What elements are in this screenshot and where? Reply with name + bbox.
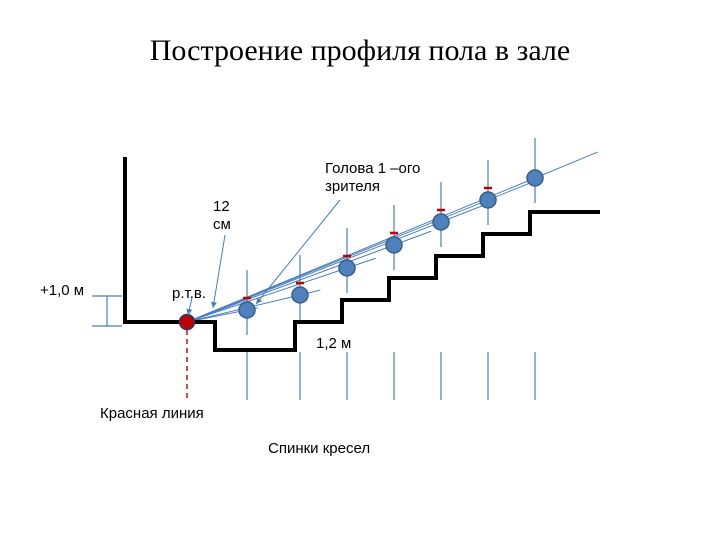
label-head-first-viewer: Голова 1 –ого зрителя bbox=[325, 160, 420, 196]
label-seat-backs: Спинки кресел bbox=[268, 440, 370, 458]
label-plus-one-m: +1,0 м bbox=[40, 282, 84, 300]
page-title: Построение профиля пола в зале bbox=[0, 34, 720, 68]
label-red-line: Красная линия bbox=[100, 405, 204, 423]
label-one-two-m: 1,2 м bbox=[316, 335, 351, 353]
label-twelve-cm: 12 см bbox=[213, 198, 231, 234]
label-rtv: р.т.в. bbox=[172, 285, 206, 303]
